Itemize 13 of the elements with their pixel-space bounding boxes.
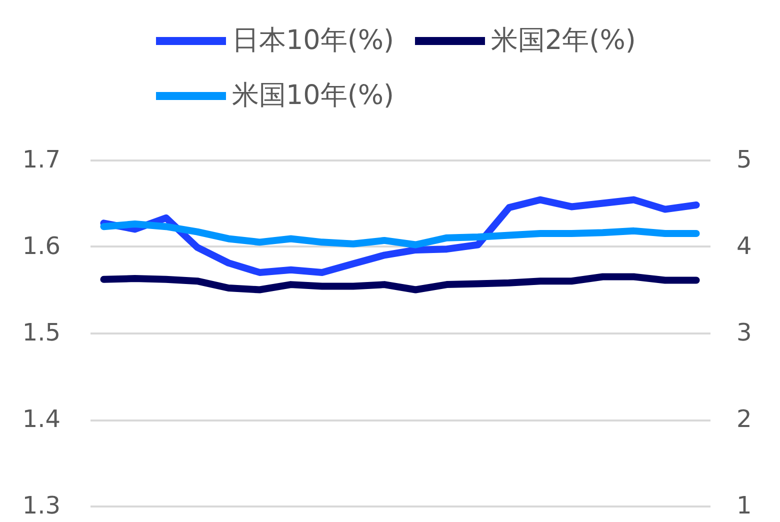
legend-label: 日本10年(%) <box>232 25 394 56</box>
y-tick-label: 1.7 <box>22 146 60 174</box>
y-tick-label: 1.3 <box>22 492 60 520</box>
legend-label: 米国2年(%) <box>491 25 636 56</box>
y2-tick-label: 4 <box>736 232 752 260</box>
y-tick-label: 1.6 <box>22 232 60 260</box>
y2-tick-label: 5 <box>736 146 752 174</box>
y2-tick-label: 3 <box>736 318 752 346</box>
y-tick-label: 1.4 <box>22 405 60 433</box>
legend-label: 米国10年(%) <box>232 80 394 111</box>
y2-tick-label: 2 <box>736 405 752 433</box>
y-tick-label: 1.5 <box>22 318 60 346</box>
y2-tick-label: 1 <box>736 492 752 520</box>
